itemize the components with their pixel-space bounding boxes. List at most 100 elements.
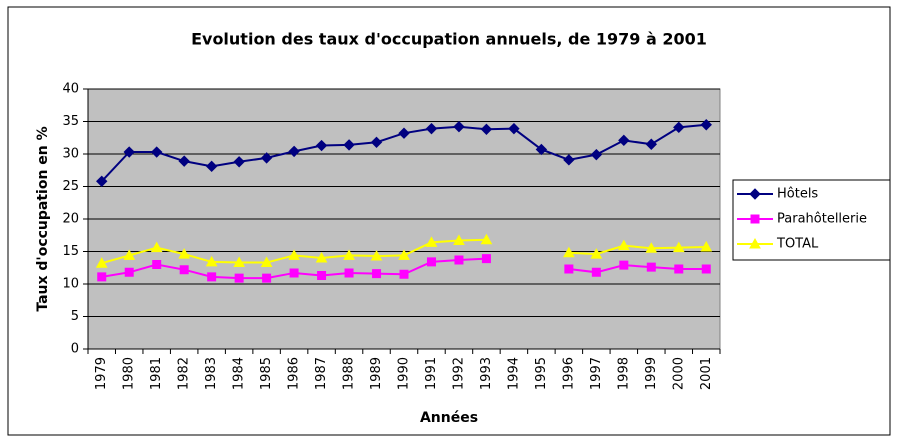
x-tick-label: 1988 xyxy=(342,357,357,390)
marker xyxy=(399,269,409,279)
x-tick-label: 1994 xyxy=(506,357,521,390)
marker xyxy=(124,267,134,277)
legend-label: Hôtels xyxy=(777,187,818,202)
marker xyxy=(672,241,685,253)
marker xyxy=(123,249,136,260)
marker xyxy=(372,269,382,279)
y-tick-label: 40 xyxy=(62,82,79,97)
marker xyxy=(398,127,410,139)
series-line xyxy=(568,264,707,274)
marker xyxy=(317,271,327,281)
marker xyxy=(563,154,575,166)
marker xyxy=(453,234,465,245)
x-tick-label: 1992 xyxy=(451,357,466,390)
marker xyxy=(508,122,520,135)
y-tick-label: 30 xyxy=(62,147,79,162)
marker xyxy=(178,248,191,259)
x-tick-label: 1993 xyxy=(479,357,494,390)
marker xyxy=(454,255,464,265)
legend-label: TOTAL xyxy=(776,237,819,252)
marker xyxy=(425,122,438,135)
marker xyxy=(749,237,761,249)
x-tick-label: 1984 xyxy=(232,357,247,390)
x-tick-label: 1983 xyxy=(204,357,219,390)
marker xyxy=(344,268,354,278)
marker xyxy=(150,146,163,158)
marker xyxy=(591,267,601,277)
y-tick-label: 20 xyxy=(62,212,79,227)
marker xyxy=(617,239,630,251)
x-tick-label: 1980 xyxy=(122,357,137,390)
x-tick-label: 1989 xyxy=(369,357,384,390)
marker xyxy=(674,264,684,274)
x-tick-label: 2001 xyxy=(699,357,714,390)
y-tick-label: 15 xyxy=(62,244,79,259)
x-tick-label: 1981 xyxy=(149,357,164,390)
marker xyxy=(646,262,656,272)
marker xyxy=(425,236,438,247)
marker xyxy=(343,139,355,151)
marker xyxy=(123,146,135,158)
x-axis-title: Années xyxy=(420,410,478,426)
marker xyxy=(315,251,328,263)
x-tick-label: 1996 xyxy=(561,357,576,390)
marker xyxy=(535,143,548,156)
marker xyxy=(95,257,108,268)
marker xyxy=(260,256,273,268)
marker xyxy=(370,250,383,261)
marker xyxy=(288,145,300,158)
marker xyxy=(315,139,328,152)
x-tick-label: 1985 xyxy=(259,357,274,390)
marker xyxy=(207,272,217,282)
marker xyxy=(260,152,273,164)
legend-label: Parahôtellerie xyxy=(777,212,867,227)
x-tick-label: 1990 xyxy=(397,357,412,390)
marker xyxy=(750,214,760,224)
x-tick-label: 2000 xyxy=(671,357,686,390)
y-tick-label: 10 xyxy=(62,277,79,292)
marker xyxy=(480,123,493,136)
x-tick-label: 1986 xyxy=(287,357,302,390)
marker xyxy=(563,246,575,258)
marker xyxy=(701,264,711,274)
marker xyxy=(453,120,465,133)
marker xyxy=(262,273,272,283)
marker xyxy=(205,160,218,173)
marker xyxy=(178,155,190,167)
marker xyxy=(480,233,493,245)
marker xyxy=(700,240,713,252)
x-tick-label: 1995 xyxy=(534,357,549,390)
series-line xyxy=(568,244,707,256)
marker xyxy=(619,260,629,270)
x-tick-label: 1999 xyxy=(644,357,659,390)
y-axis-title: Taux d'occupation en % xyxy=(35,126,51,311)
x-tick-label: 1979 xyxy=(94,357,109,390)
marker xyxy=(234,273,244,283)
x-tick-label: 1982 xyxy=(177,357,192,390)
marker xyxy=(481,254,491,264)
x-tick-label: 1991 xyxy=(424,357,439,390)
marker xyxy=(645,138,658,150)
y-tick-label: 5 xyxy=(71,309,79,324)
marker xyxy=(673,121,685,134)
marker xyxy=(590,248,603,259)
marker xyxy=(150,241,163,253)
marker xyxy=(564,264,574,274)
marker xyxy=(370,136,383,149)
marker xyxy=(749,188,761,200)
marker xyxy=(233,256,245,268)
marker xyxy=(398,249,410,260)
y-tick-label: 0 xyxy=(71,342,79,357)
marker xyxy=(343,249,355,260)
x-tick-label: 1997 xyxy=(589,357,604,390)
marker xyxy=(96,175,108,188)
marker xyxy=(645,242,658,253)
y-tick-label: 25 xyxy=(62,179,79,194)
marker xyxy=(590,148,603,161)
marker xyxy=(179,265,189,275)
marker xyxy=(618,134,630,147)
chart-title: Evolution des taux d'occupation annuels,… xyxy=(191,30,707,49)
x-tick-label: 1998 xyxy=(616,357,631,390)
marker xyxy=(426,257,436,267)
